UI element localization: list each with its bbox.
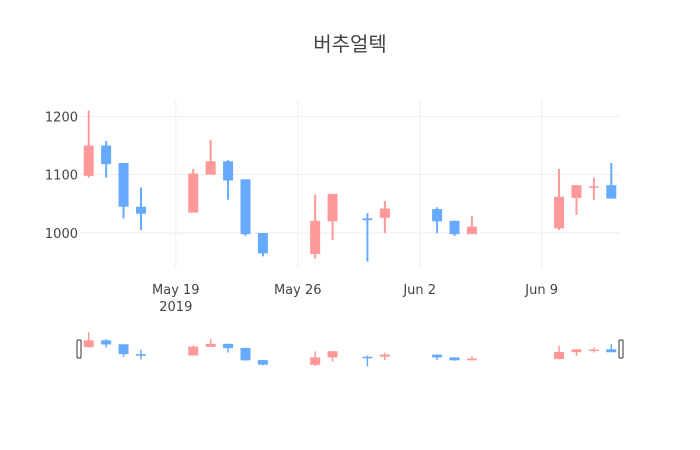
candle[interactable] [310,351,321,366]
candle[interactable] [101,140,112,178]
candle-body [257,360,268,365]
candles-main[interactable] [83,110,617,262]
candle[interactable] [240,179,251,236]
candle-body [588,186,599,188]
candle[interactable] [379,352,390,361]
candle-body [223,343,234,349]
candle-body [188,173,199,213]
candle-body [466,226,477,235]
candle-body [118,163,129,207]
candle[interactable] [432,354,443,361]
x-tick-label: May 26 [274,283,322,298]
candle-body [135,354,146,356]
range-slider-left-handle[interactable] [76,339,82,359]
candle[interactable] [588,347,599,353]
candle-body [432,209,443,222]
candle-body [205,161,216,175]
candle[interactable] [205,338,216,347]
candle-body [223,161,234,181]
candle[interactable] [223,343,234,353]
candle[interactable] [379,200,390,233]
candle[interactable] [257,233,268,257]
candle[interactable] [101,339,112,348]
candle-body [257,233,268,254]
candle[interactable] [449,357,460,361]
range-slider[interactable] [76,332,624,367]
y-tick-label: 1100 [45,169,78,184]
candle[interactable] [327,193,338,240]
candle-body [327,351,338,358]
candle[interactable] [118,163,129,219]
candle[interactable] [205,139,216,175]
x-axis: May 19 2019 May 26 Jun 2 Jun 9 [152,283,558,315]
candle[interactable] [466,216,477,235]
candle[interactable] [606,163,617,199]
candle-body [101,145,112,165]
candle[interactable] [571,349,582,356]
candle[interactable] [554,345,565,360]
candle[interactable] [223,160,234,200]
candle[interactable] [135,187,146,231]
candle[interactable] [362,355,373,367]
x-tick-label: May 19 [152,283,200,298]
candle-body [379,354,390,357]
candle[interactable] [118,344,129,357]
candle-body [240,347,251,361]
candle[interactable] [310,194,321,259]
candle[interactable] [83,332,94,348]
candle[interactable] [240,347,251,361]
candle[interactable] [188,345,199,356]
candle-body [554,196,565,229]
candle-body [310,357,321,365]
candle[interactable] [588,177,599,200]
candle[interactable] [257,360,268,366]
candle-body [240,179,251,235]
candle-body [449,357,460,361]
range-slider-right-handle[interactable] [618,339,624,359]
candle-body [466,358,477,361]
candle-body [310,220,321,254]
candle-body [83,145,94,176]
chart-title: 버추얼텍 [313,32,387,56]
candle[interactable] [188,168,199,213]
candle[interactable] [571,185,582,215]
candle-body [327,193,338,222]
x-tick-label: Jun 9 [524,283,558,298]
candle[interactable] [449,220,460,236]
candle-body [83,340,94,348]
candle[interactable] [466,356,477,361]
gridlines [80,100,620,268]
candle-body [449,220,460,235]
candle-body [205,343,216,347]
candle[interactable] [135,349,146,360]
y-axis: 1000 1100 1200 [45,110,78,242]
candle-body [571,349,582,353]
candle-body [101,340,112,345]
candle-body [362,218,373,221]
candle-body [554,351,565,360]
candle[interactable] [606,344,617,353]
x-tick-year-label: 2019 [159,300,192,315]
candle-body [606,349,617,353]
y-tick-label: 1000 [45,227,78,242]
candle-body [362,356,373,359]
candle[interactable] [432,207,443,233]
candle-body [188,346,199,356]
candle[interactable] [83,110,94,178]
candle[interactable] [327,351,338,362]
range-slider-candles [83,332,617,367]
candle-body [379,208,390,218]
candle-body [606,185,617,199]
x-tick-label: Jun 2 [402,283,436,298]
candle-body [588,349,599,352]
candle[interactable] [362,213,373,262]
candle-body [571,185,582,198]
candle-body [118,344,129,355]
candle[interactable] [554,168,565,231]
candle-body [432,354,443,358]
y-tick-label: 1200 [45,110,78,125]
candle-body [135,206,146,214]
